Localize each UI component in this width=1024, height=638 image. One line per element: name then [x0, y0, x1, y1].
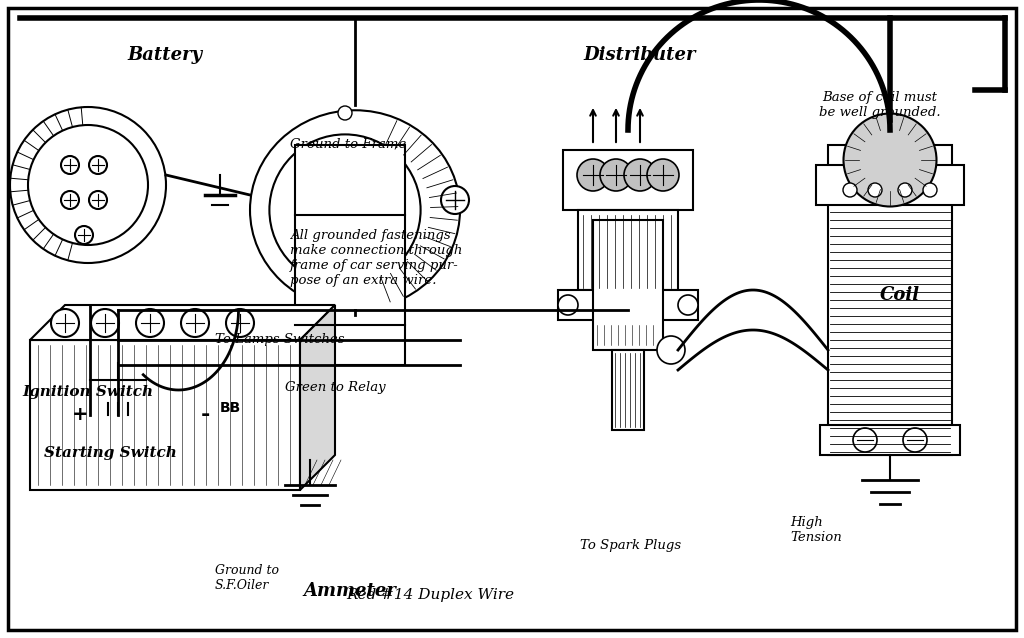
Text: Starting Switch: Starting Switch — [44, 446, 176, 460]
Circle shape — [75, 226, 93, 244]
Circle shape — [843, 183, 857, 197]
Bar — [593, 220, 663, 350]
Bar — [563, 150, 693, 210]
Text: Red #14 Duplex Wire: Red #14 Duplex Wire — [346, 588, 514, 602]
Circle shape — [89, 191, 106, 209]
Text: Base of coil must
be well grounded.: Base of coil must be well grounded. — [819, 91, 941, 119]
Polygon shape — [30, 305, 335, 340]
Circle shape — [678, 295, 698, 315]
Bar — [100, 373, 136, 403]
Circle shape — [624, 159, 656, 191]
Circle shape — [51, 309, 79, 337]
Circle shape — [647, 159, 679, 191]
Circle shape — [61, 191, 79, 209]
Circle shape — [441, 186, 469, 214]
Circle shape — [577, 159, 609, 191]
Text: To Lamps Switches: To Lamps Switches — [215, 334, 344, 346]
Circle shape — [89, 156, 106, 174]
Circle shape — [226, 309, 254, 337]
Bar — [558, 290, 698, 320]
Circle shape — [61, 156, 79, 174]
Text: BB: BB — [219, 401, 241, 415]
Circle shape — [28, 125, 148, 245]
Text: Battery: Battery — [127, 46, 203, 64]
Text: +: + — [72, 406, 88, 424]
Text: High
Tension: High Tension — [790, 516, 842, 544]
Text: All grounded fastenings
make connection through
frame of car serving pur-
pose o: All grounded fastenings make connection … — [290, 229, 463, 287]
Bar — [30, 340, 300, 490]
Bar — [820, 425, 961, 455]
Bar — [295, 145, 406, 365]
Circle shape — [269, 135, 421, 286]
Circle shape — [181, 309, 209, 337]
Circle shape — [10, 107, 166, 263]
Text: Distributer: Distributer — [584, 46, 696, 64]
Circle shape — [136, 309, 164, 337]
Circle shape — [657, 336, 685, 364]
Bar — [816, 165, 964, 205]
Bar — [578, 210, 678, 290]
Circle shape — [898, 183, 912, 197]
Circle shape — [868, 183, 882, 197]
Text: Ignition Switch: Ignition Switch — [23, 385, 154, 399]
Circle shape — [91, 309, 119, 337]
Text: -: - — [201, 405, 210, 425]
Text: To Spark Plugs: To Spark Plugs — [580, 538, 681, 551]
Circle shape — [923, 183, 937, 197]
Circle shape — [600, 159, 632, 191]
Text: Coil: Coil — [880, 286, 921, 304]
Circle shape — [338, 106, 352, 120]
Ellipse shape — [250, 110, 460, 310]
Bar — [828, 145, 952, 455]
Text: Ground to Frame: Ground to Frame — [290, 138, 407, 151]
Bar — [612, 350, 644, 430]
Text: Ammeter: Ammeter — [303, 582, 396, 600]
Circle shape — [312, 182, 368, 238]
Text: Green to Relay: Green to Relay — [285, 382, 386, 394]
Circle shape — [853, 428, 877, 452]
Text: Ground to
S.F.Oiler: Ground to S.F.Oiler — [215, 564, 279, 592]
Circle shape — [903, 428, 927, 452]
Circle shape — [558, 295, 578, 315]
Polygon shape — [300, 305, 335, 490]
Circle shape — [844, 114, 937, 207]
